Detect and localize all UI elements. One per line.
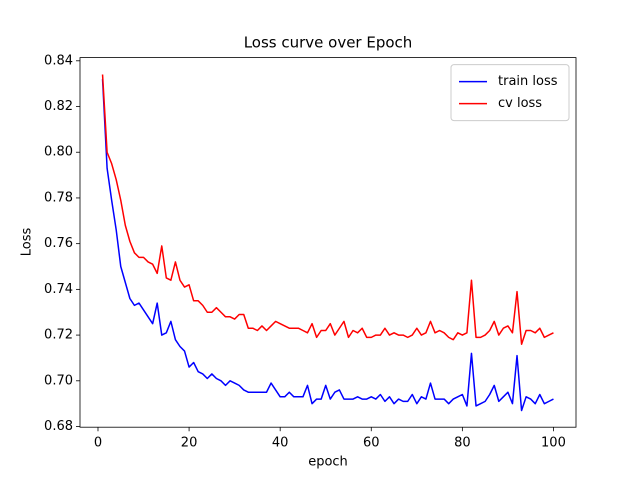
y-tick-label: 0.84 — [44, 53, 73, 68]
x-tick-label: 100 — [541, 436, 566, 451]
y-tick-label: 0.74 — [44, 282, 73, 297]
y-axis-label: Loss — [20, 228, 35, 257]
plot-frame — [79, 57, 577, 428]
y-tick-label: 0.70 — [44, 373, 73, 388]
y-tick-label: 0.72 — [44, 328, 73, 343]
x-tick-label: 80 — [454, 436, 471, 451]
y-tick-label: 0.80 — [44, 145, 73, 160]
x-tick-label: 0 — [94, 436, 102, 451]
y-tick-label: 0.68 — [44, 419, 73, 434]
series-line — [101, 79, 554, 412]
x-tick-label: 60 — [363, 436, 380, 451]
x-axis-label: epoch — [308, 455, 348, 470]
y-tick-label: 0.82 — [44, 99, 73, 114]
x-tick-label: 20 — [181, 436, 198, 451]
series-line — [101, 74, 554, 345]
y-tick-label: 0.78 — [44, 190, 73, 205]
legend-label: train loss — [498, 74, 558, 89]
x-tick-label: 40 — [272, 436, 289, 451]
legend-label: cv loss — [498, 96, 542, 111]
legend-box — [450, 64, 570, 122]
chart-title: Loss curve over Epoch — [244, 34, 413, 52]
y-tick-label: 0.76 — [44, 236, 73, 251]
